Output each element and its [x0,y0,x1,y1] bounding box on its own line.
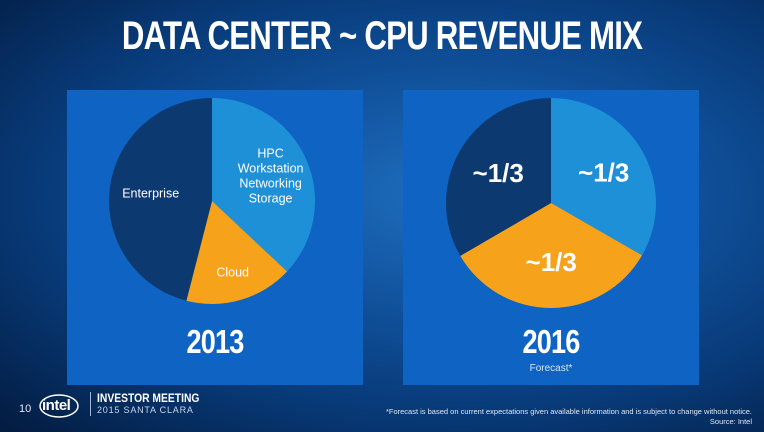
event-title: INVESTOR MEETING [97,391,200,405]
chart-panel-2013: HPC Workstation Networking Storage Cloud Ente… [67,90,363,385]
pie-slice-0-2 [108,98,212,301]
footnote-source: Source: Intel [709,417,752,426]
pie-slice-1-0 [551,98,656,256]
event-branding: INVESTOR MEETING 2015 SANTA CLARA [90,392,216,416]
pie-chart-2016: ~1/3 ~1/3 ~1/3 [446,98,656,308]
pie-label-0-0-2: Networking [239,177,302,191]
forecast-note: Forecast* [529,363,573,374]
pie-label-0-0-3: Storage [249,192,293,206]
slide-number: 10 [19,403,32,415]
pie-label-1-1-0: ~1/3 [526,247,577,277]
pie-label-0-2-0: Enterprise [122,187,179,201]
pie-label-0-0-0: HPC [257,147,283,161]
footnote-disclaimer: *Forecast is based on current expectatio… [385,407,752,416]
pie-slice-0-0 [212,98,315,272]
event-subtitle: 2015 SANTA CLARA [97,405,194,415]
chart-panel-2016: ~1/3 ~1/3 ~1/3 2016 Forecast* [403,90,699,385]
chart-caption-2016: 2016 [522,323,581,360]
pie-label-0-1-0: Cloud [216,266,249,280]
pie-label-1-2-0: ~1/3 [473,158,524,188]
pie-label-0-0-1: Workstation [238,162,304,176]
footnote: *Forecast is based on current expectatio… [332,407,752,427]
chart-caption-2013: 2013 [186,323,245,360]
pie-slice-1-1 [460,203,643,308]
pie-label-1-0-0: ~1/3 [578,158,629,188]
slide-title: DATA CENTER ~ CPU REVENUE MIX [121,14,643,58]
intel-logo-icon [39,394,79,418]
intel-logo-text: intel [42,397,71,414]
pie-slice-0-1 [186,201,288,304]
pie-slice-1-2 [446,98,551,256]
